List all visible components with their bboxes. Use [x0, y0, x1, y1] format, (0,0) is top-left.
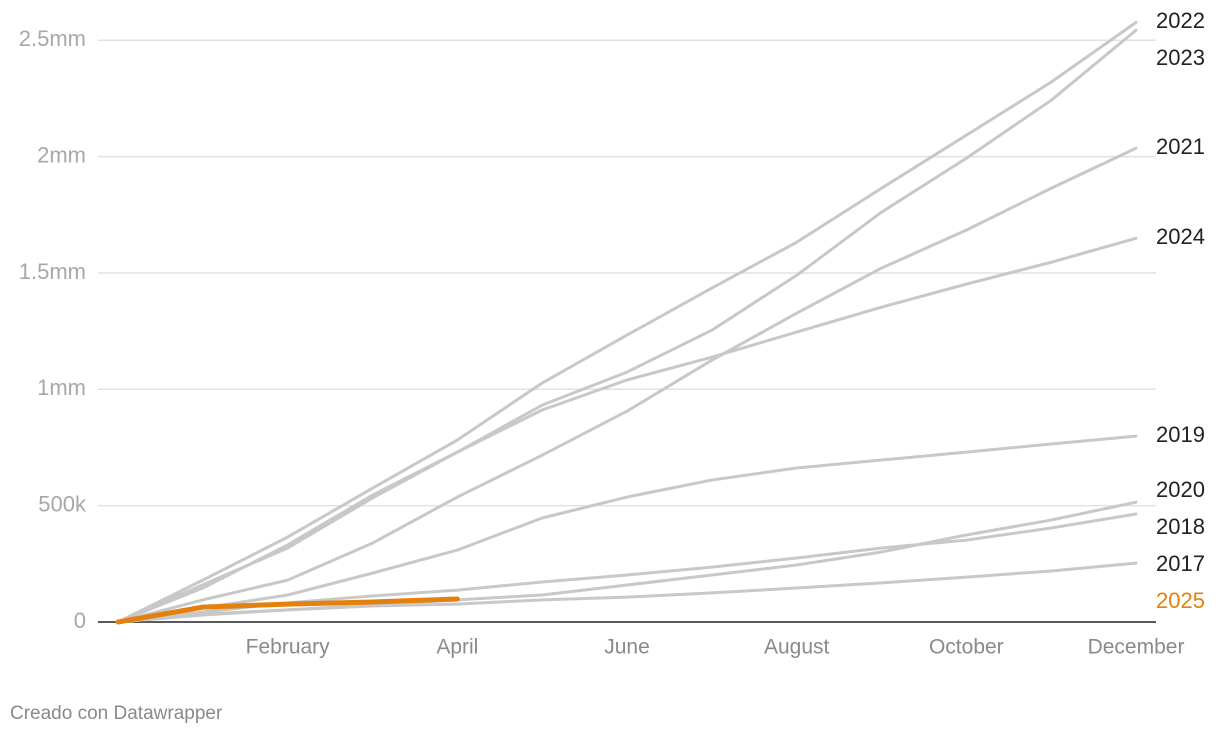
- y-tick-label: 1.5mm: [19, 259, 86, 284]
- x-tick-label: June: [604, 636, 650, 659]
- x-tick-label: December: [1088, 636, 1185, 659]
- series-label: 2023: [1156, 45, 1205, 70]
- series-line: [115, 596, 460, 625]
- series-line: [116, 561, 1138, 624]
- series-label: 2017: [1156, 551, 1205, 576]
- y-tick-label: 0: [74, 608, 86, 633]
- series-label: 2025: [1156, 588, 1205, 613]
- series-line: [116, 434, 1138, 624]
- series-label: 2021: [1156, 134, 1205, 159]
- x-tick-label: October: [929, 636, 1004, 659]
- series-line: [116, 146, 1138, 624]
- series-line: [116, 28, 1138, 624]
- y-tick-label: 1mm: [37, 375, 86, 400]
- series-label: 2024: [1156, 224, 1205, 249]
- series-line: [116, 236, 1138, 624]
- x-tick-label: August: [764, 636, 830, 659]
- series-label: 2018: [1156, 514, 1205, 539]
- x-tick-label: April: [436, 636, 478, 659]
- series-label: 2019: [1156, 422, 1205, 447]
- credit: Creado con Datawrapper: [10, 703, 223, 724]
- y-tick-label: 2.5mm: [19, 26, 86, 51]
- y-tick-label: 500k: [38, 491, 87, 516]
- series-label: 2020: [1156, 477, 1205, 502]
- series-line: [116, 20, 1138, 624]
- y-tick-label: 2mm: [37, 142, 86, 167]
- x-tick-label: February: [246, 636, 331, 659]
- series-label: 2022: [1156, 8, 1205, 33]
